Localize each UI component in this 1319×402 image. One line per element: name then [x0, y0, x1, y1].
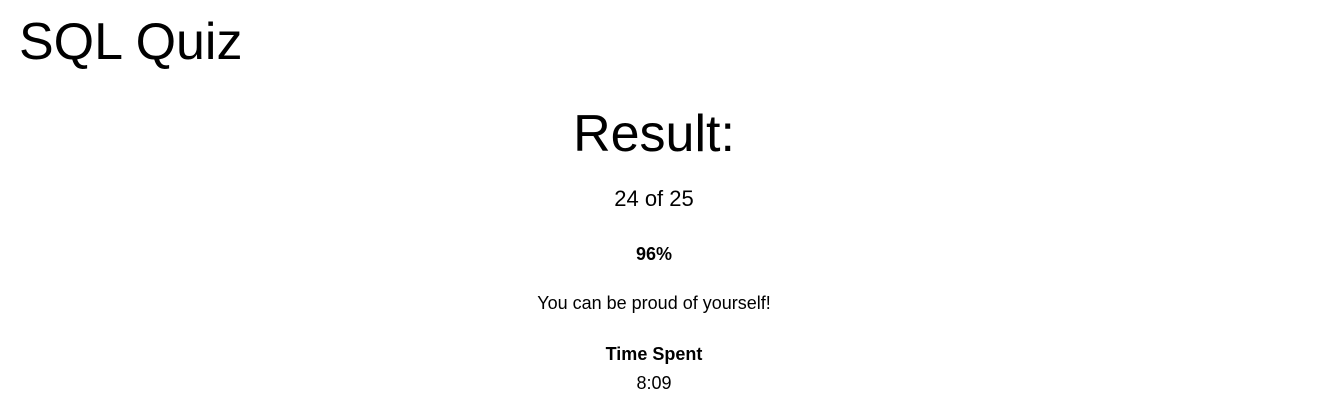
result-message: You can be proud of yourself! [537, 293, 771, 313]
score-text: 24 of 25 [614, 186, 694, 211]
time-spent-label: Time Spent [605, 344, 703, 364]
result-heading: Result: [573, 105, 735, 163]
time-spent-value: 8:09 [636, 373, 672, 393]
app-title: SQL Quiz [19, 13, 243, 71]
score-percent: 96% [635, 244, 673, 264]
